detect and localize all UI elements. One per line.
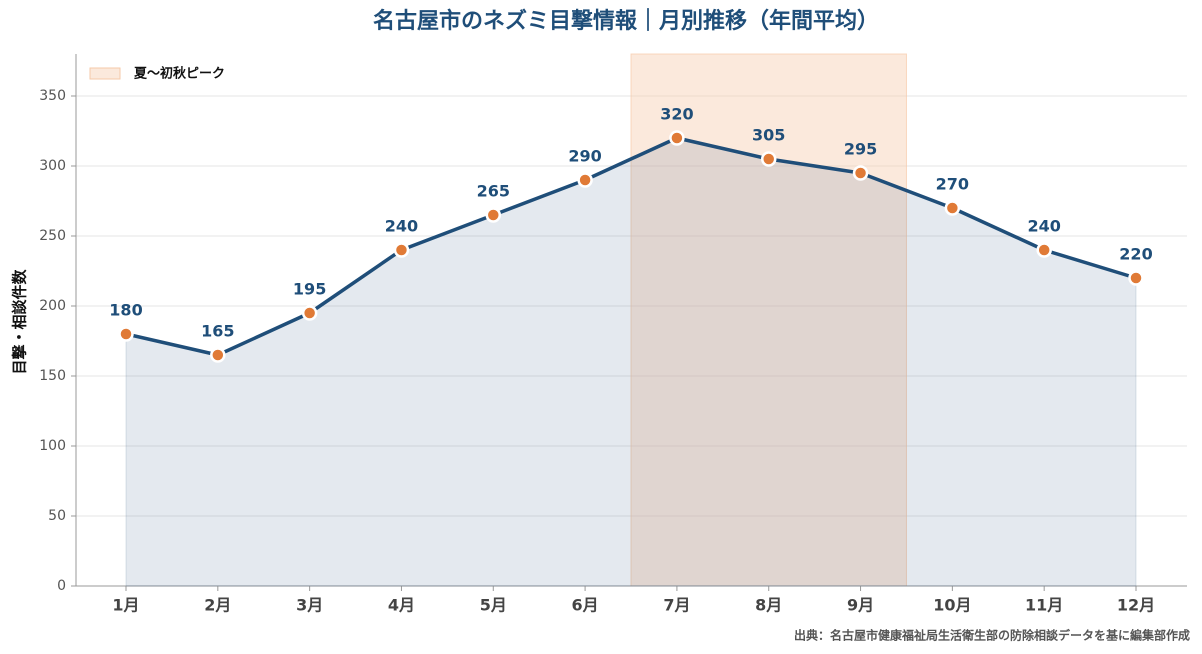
area: [125, 137, 1137, 587]
marker: [485, 207, 502, 223]
y-tick-label: 150: [39, 368, 66, 384]
marker: [760, 151, 777, 167]
marker: [393, 242, 410, 258]
legend-swatch: [89, 67, 121, 80]
y-tick-label: 250: [39, 228, 66, 244]
x-tick-label: 7月: [663, 596, 690, 615]
chart-title: 名古屋市のネズミ目撃情報｜月別推移（年間平均）: [373, 8, 879, 34]
x-tick-label: 10月: [933, 596, 971, 615]
data-label: 195: [293, 280, 326, 299]
data-label: 305: [752, 126, 785, 145]
x-tick-label: 6月: [572, 596, 599, 615]
data-label: 320: [660, 105, 693, 124]
x-tick-label: 2月: [204, 596, 231, 615]
marker: [301, 305, 318, 321]
x-tick-label: 12月: [1117, 596, 1155, 615]
y-axis-label: 目撃・相談件数: [11, 269, 29, 375]
marker: [210, 347, 226, 363]
data-label: 290: [568, 147, 601, 166]
x-tick-label: 8月: [755, 596, 782, 615]
y-tick-label: 0: [57, 578, 66, 594]
legend-label: 夏〜初秋ピーク: [133, 66, 225, 82]
data-label: 180: [109, 301, 142, 320]
y-tick-label: 350: [39, 88, 66, 104]
data-label: 295: [844, 140, 877, 159]
marker: [669, 130, 685, 146]
x-tick-label: 11月: [1025, 596, 1063, 615]
line: [125, 136, 1137, 357]
data-label: 240: [1027, 217, 1060, 236]
y-tick-label: 100: [39, 438, 66, 454]
marker: [1128, 270, 1144, 286]
marker: [118, 326, 134, 342]
x-tick-label: 9月: [847, 596, 874, 615]
marker: [944, 200, 961, 216]
y-tick-label: 200: [39, 298, 66, 314]
data-label: 270: [936, 175, 969, 194]
marker: [1036, 242, 1052, 258]
data-label: 165: [201, 322, 234, 341]
data-label: 220: [1119, 245, 1152, 264]
y-tick-label: 300: [39, 158, 66, 174]
x-tick-label: 4月: [388, 596, 415, 615]
x-tick-label: 5月: [480, 596, 507, 615]
marker: [577, 172, 593, 188]
x-tick-label: 3月: [296, 596, 323, 615]
source-note: 出典：名古屋市健康福祉局生活衛生部の防除相談データを基に編集部作成: [794, 628, 1190, 643]
marker: [852, 165, 869, 181]
data-label: 240: [385, 217, 418, 236]
data-label: 265: [477, 182, 510, 201]
x-tick-label: 1月: [112, 596, 139, 615]
y-tick-label: 50: [48, 508, 66, 524]
